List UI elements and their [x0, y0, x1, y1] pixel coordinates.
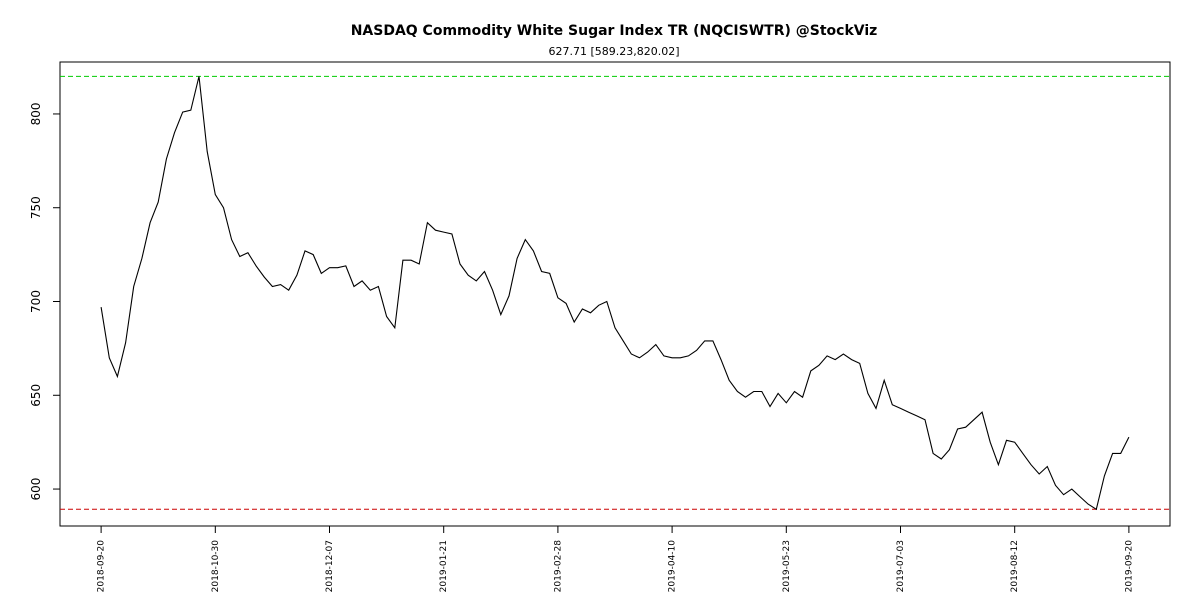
x-tick-label: 2019-05-23: [782, 540, 792, 592]
x-tick-label: 2019-08-12: [1010, 540, 1020, 592]
x-tick-label: 2019-02-28: [553, 540, 563, 593]
y-tick-label: 600: [29, 478, 43, 501]
x-tick-label: 2019-09-20: [1124, 540, 1134, 593]
x-tick-label: 2018-09-20: [97, 540, 107, 593]
chart-title: NASDAQ Commodity White Sugar Index TR (N…: [351, 23, 878, 39]
x-tick-label: 2019-01-21: [439, 540, 449, 592]
y-tick-label: 650: [29, 384, 43, 407]
data-line: [100, 76, 1130, 511]
x-tick-label: 2018-12-07: [325, 540, 335, 592]
y-tick-label: 800: [29, 102, 43, 125]
chart-subtitle: 627.71 [589.23,820.02]: [548, 45, 679, 58]
x-tick-label: 2018-10-30: [211, 540, 221, 593]
y-tick-label: 700: [29, 290, 43, 313]
y-tick-label: 750: [29, 196, 43, 219]
x-tick-label: 2019-04-10: [668, 540, 678, 593]
x-tick-label: 2019-07-03: [896, 540, 906, 592]
